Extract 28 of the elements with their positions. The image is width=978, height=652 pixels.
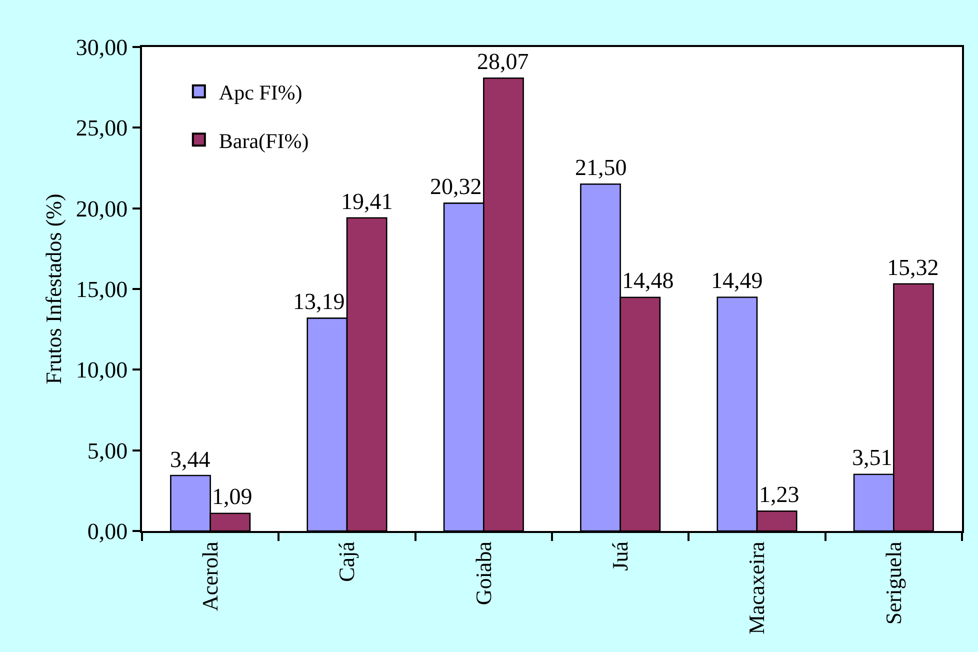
y-tick-label: 5,00: [87, 438, 128, 464]
y-axis-title: Frutos Infestados (%): [41, 194, 66, 384]
x-tick-label: Acerola: [197, 541, 222, 612]
y-tick-label: 30,00: [76, 35, 128, 60]
data-label: 14,49: [711, 268, 763, 293]
data-label: 14,48: [622, 268, 674, 293]
data-label: 15,32: [887, 255, 939, 280]
data-label: 19,41: [341, 189, 393, 214]
data-label: 1,09: [212, 484, 252, 509]
x-tick-label: Goiaba: [470, 541, 496, 606]
y-tick-label: 15,00: [76, 277, 128, 302]
data-label: 28,07: [477, 49, 529, 74]
data-label: 20,32: [430, 174, 482, 199]
y-tick-label: 10,00: [76, 358, 128, 383]
y-tick-label: 0,00: [87, 519, 128, 544]
data-label: 21,50: [575, 155, 627, 180]
legend-label: Bara(FI%): [218, 128, 309, 153]
x-tick-label: Juá: [607, 541, 632, 571]
data-label: 1,23: [759, 482, 800, 507]
x-tick-label: Seriguela: [880, 541, 906, 625]
x-tick-label: Cajá: [334, 541, 360, 582]
data-label: 3,51: [852, 445, 892, 470]
data-label: 13,19: [293, 289, 345, 314]
legend-label: Apc FI%): [218, 80, 302, 105]
x-tick-label: Macaxeira: [744, 541, 770, 634]
y-tick-label: 20,00: [76, 196, 128, 222]
y-tick-label: 25,00: [76, 116, 128, 141]
data-label: 3,44: [170, 447, 211, 472]
